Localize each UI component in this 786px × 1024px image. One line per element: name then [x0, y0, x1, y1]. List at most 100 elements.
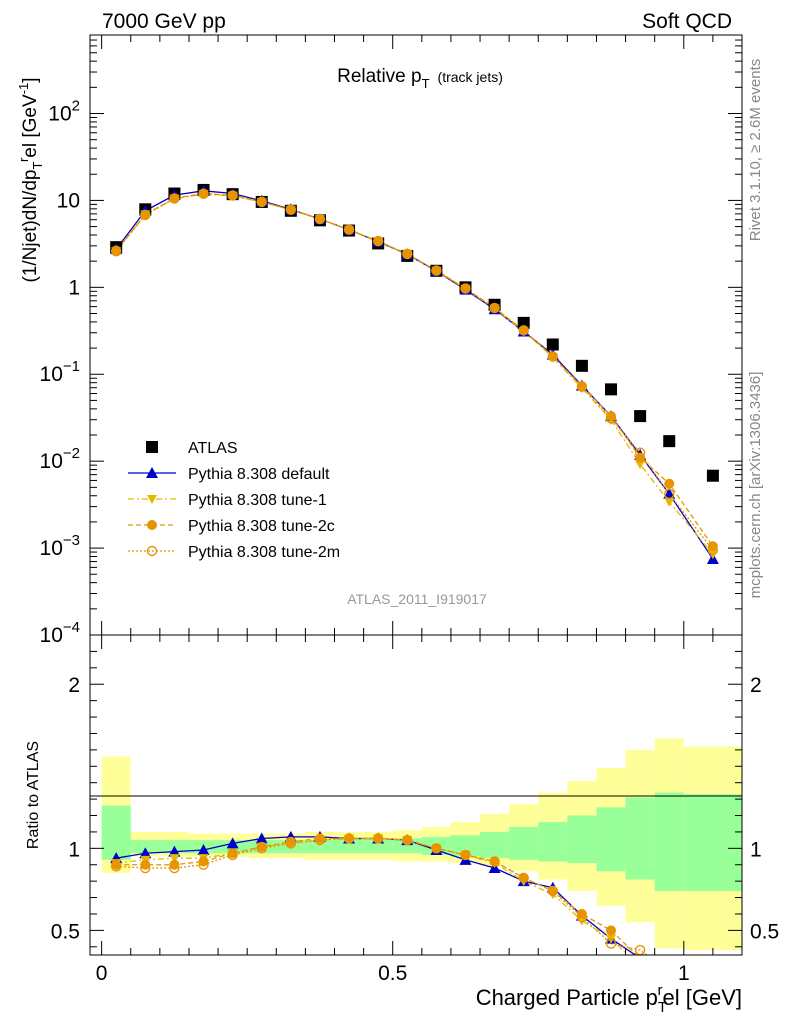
tune2m-point [402, 834, 413, 846]
tune2c-point [518, 325, 529, 336]
tune2m-point [489, 302, 500, 314]
tune2c-point [373, 236, 384, 247]
ratio-y-tick-label-right: 0.5 [750, 920, 779, 943]
main-title-text: Relative p [337, 66, 422, 87]
tune1-point [635, 460, 646, 470]
inner-band-bin [596, 807, 626, 872]
tune2m-ratio-line [116, 837, 648, 955]
y-tick-label-base: 10 [48, 102, 71, 125]
tune2m-point [518, 872, 529, 884]
tune2m-point [489, 856, 500, 867]
inner-band-bin [509, 827, 539, 860]
tune2c-point [489, 856, 500, 867]
tune2m-point [547, 885, 559, 897]
tune2m-point [110, 861, 122, 872]
x-tick-label: 0.5 [378, 962, 407, 985]
y-tick-label: 10−3 [40, 532, 80, 560]
ratio-y-axis-label: Ratio to ATLAS [25, 741, 42, 849]
tune2c-point [198, 856, 209, 867]
inner-band-bin [683, 794, 742, 891]
tune1-point [147, 495, 157, 504]
default-point [663, 487, 676, 499]
tune2c-point [198, 188, 209, 199]
tune2c-point [431, 843, 442, 854]
tune2c-point [140, 859, 151, 870]
tune2c-point [402, 835, 413, 846]
tune2m-point [285, 204, 297, 215]
legend-label-tune2c: Pythia 8.308 tune-2c [188, 518, 335, 535]
y-tick-label-base: 10 [40, 624, 63, 647]
tune2m-point [372, 833, 384, 844]
tune2m-point [198, 859, 209, 870]
mcplots-label: mcplots.cern.ch [arXiv:1306.3436] [747, 372, 764, 599]
tune2m-point [605, 413, 617, 424]
ratio-ticks [90, 634, 743, 955]
legend-label-data: ATLAS [188, 440, 238, 457]
tune2c-point [489, 302, 500, 313]
tune2m-point [343, 224, 355, 235]
inner-band-bin [654, 792, 684, 891]
default-point [226, 837, 239, 849]
inner-band-bin [567, 815, 597, 864]
y-tick-label: 10−1 [40, 358, 80, 386]
tune2c-point [344, 224, 355, 235]
tune2c-point [169, 193, 180, 204]
tune2m-point [402, 248, 413, 260]
inner-band-bin [101, 805, 131, 860]
x-label-tail: el [GeV] [663, 985, 742, 1010]
side-labels: Rivet 3.1.10, ≥ 2.6M events mcplots.cern… [747, 59, 764, 599]
inner-band-bin [130, 840, 160, 854]
main-plot-marks [110, 183, 719, 564]
tune2m-point [140, 862, 151, 874]
main-title-sub: T [422, 76, 430, 91]
tune2c-point [664, 478, 675, 489]
tune1-point [664, 497, 675, 507]
inner-band-bin [305, 840, 335, 854]
main-y-label-text: (1/Njet)dN/dp [20, 170, 41, 283]
tune2m-point [198, 188, 209, 200]
ratio-plot-frame [89, 634, 743, 956]
tune2c-point [431, 265, 442, 276]
tune2m-point [227, 190, 238, 201]
tune2m-point [372, 235, 384, 247]
tune2c-point [460, 283, 471, 294]
main-y-label-tail: el [GeV [20, 94, 41, 158]
ratio-y-tick-label-right: 1 [750, 838, 762, 861]
main-y-label-sup: r [16, 157, 31, 162]
tune2m-point [547, 351, 559, 362]
atlas-data-point [663, 435, 676, 448]
inner-band-bin [480, 831, 510, 859]
ratio-y-tick-label-left: 2 [68, 674, 80, 697]
default-point [197, 843, 210, 855]
y-tick-label-base: 10 [57, 189, 80, 212]
tune2m-point [285, 838, 297, 849]
tune2m-point [460, 283, 471, 294]
tune1-point [169, 854, 180, 864]
legend-label-default: Pythia 8.308 default [188, 466, 330, 483]
tune2m-point [146, 545, 158, 557]
tune2c-point [140, 209, 151, 220]
tune2c-point [547, 351, 558, 362]
x-axis-label: Charged Particle pTrel [GeV] [476, 982, 742, 1016]
y-tick-label-exp: −4 [63, 619, 80, 636]
tune2m-point [664, 488, 675, 500]
tune2c-point [606, 411, 617, 422]
rivet-label: Rivet 3.1.10, ≥ 2.6M events [747, 59, 764, 242]
main-y-axis-label: (1/Njet)dN/dpTrel [GeV-1] [16, 77, 45, 282]
y-tick-label-base: 1 [68, 276, 80, 299]
y-tick-label-exp: −3 [63, 532, 80, 549]
ratio-y-tick-label-left: 1 [68, 838, 80, 861]
tune2m-point [343, 833, 355, 844]
main-title: Relative pT (track jets) [337, 66, 503, 91]
x-tick-label: 1 [678, 962, 690, 985]
tune2c-point [344, 833, 355, 844]
analysis-id-label: ATLAS_2011_I919017 [347, 591, 487, 607]
atlas-data-point [605, 383, 618, 396]
tune2c-point [227, 190, 238, 201]
tune2c-point [373, 833, 384, 844]
tune2c-point [518, 872, 529, 883]
tune2c-point [606, 925, 617, 936]
legend-label-tune2m: Pythia 8.308 tune-2m [188, 544, 340, 561]
tune2m-point [431, 843, 442, 854]
